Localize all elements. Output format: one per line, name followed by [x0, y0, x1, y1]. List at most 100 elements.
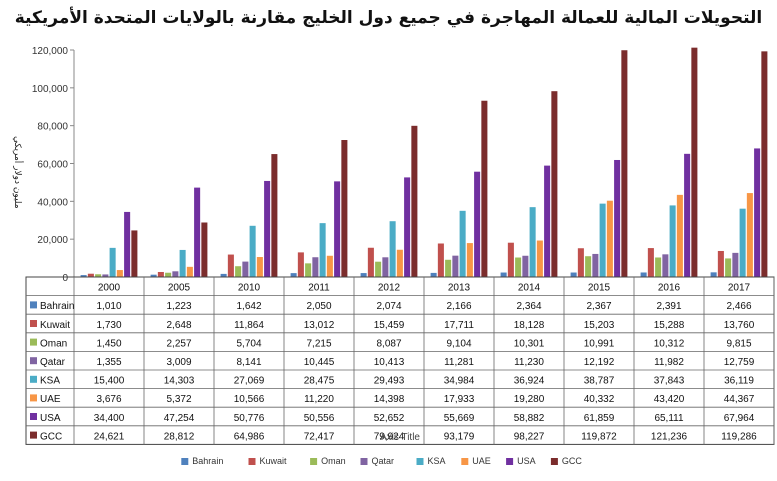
bar-uae-2012: [396, 249, 403, 277]
bar-oman-2010: [235, 266, 242, 277]
x-tick-label: 2000: [98, 283, 121, 294]
data-label: 1,450: [96, 338, 121, 349]
table-legend-swatch: [30, 431, 37, 439]
data-label: 8,141: [236, 357, 261, 368]
data-label: 2,367: [586, 301, 611, 312]
data-label: 2,391: [656, 301, 681, 312]
data-label: 11,982: [654, 357, 684, 368]
table-legend-swatch: [30, 301, 37, 309]
x-tick-label: 2013: [448, 283, 471, 294]
data-label: 2,466: [726, 301, 751, 312]
data-label: 65,111: [654, 413, 684, 424]
bar-bahrain-2015: [570, 272, 577, 277]
bar-qatar-2014: [522, 255, 529, 277]
bar-kuwait-2012: [367, 247, 374, 277]
data-label: 27,069: [234, 376, 265, 387]
bar-oman-2014: [515, 257, 522, 277]
data-label: 58,882: [514, 413, 545, 424]
bar-usa-2017: [754, 148, 761, 277]
bar-bahrain-2010: [220, 273, 227, 277]
bar-ksa-2011: [319, 223, 326, 277]
bar-bahrain-2012: [360, 273, 367, 277]
bar-qatar-2000: [102, 274, 109, 277]
bar-uae-2005: [186, 266, 193, 277]
bar-kuwait-2011: [297, 252, 304, 277]
y-tick-label: 120,000: [32, 46, 69, 57]
bar-usa-2012: [404, 177, 411, 277]
bar-bahrain-2017: [710, 272, 717, 277]
legend-swatch-oman: [310, 458, 318, 465]
data-label: 36,119: [724, 376, 754, 387]
bar-ksa-2012: [389, 221, 396, 277]
data-label: 13,012: [304, 320, 335, 331]
data-label: 12,192: [584, 357, 615, 368]
data-label: 14,303: [164, 376, 195, 387]
data-label: 1,642: [236, 301, 261, 312]
data-label: 119,286: [721, 431, 757, 442]
data-label: 14,398: [374, 394, 405, 405]
data-label: 67,964: [724, 413, 755, 424]
bar-bahrain-2016: [640, 272, 647, 277]
data-label: 10,991: [584, 338, 615, 349]
bar-gcc-2011: [341, 140, 348, 277]
bar-oman-2000: [95, 274, 102, 277]
data-label: 72,417: [304, 431, 335, 442]
bar-ksa-2014: [529, 207, 536, 277]
data-label: 61,859: [584, 413, 615, 424]
bar-uae-2016: [676, 194, 683, 277]
bar-bahrain-2005: [150, 274, 157, 277]
bar-uae-2000: [116, 270, 123, 277]
x-tick-label: 2005: [168, 283, 191, 294]
data-label: 3,009: [166, 357, 191, 368]
data-label: 15,288: [654, 320, 685, 331]
bar-usa-2011: [334, 181, 341, 277]
table-legend-swatch: [30, 338, 37, 346]
data-label: 52,652: [374, 413, 405, 424]
bar-kuwait-2013: [437, 243, 444, 277]
legend-label-oman: Oman: [321, 456, 346, 466]
table-legend-swatch: [30, 357, 37, 365]
legend-swatch-qatar: [360, 458, 368, 465]
bar-uae-2017: [746, 193, 753, 277]
data-label: 2,166: [446, 301, 471, 312]
bar-uae-2015: [606, 200, 613, 277]
y-tick-label: 60,000: [37, 160, 68, 171]
legend-swatch-gcc: [550, 458, 558, 465]
bar-gcc-2012: [411, 125, 418, 278]
x-tick-label: 2010: [238, 283, 261, 294]
legend-swatch-uae: [461, 458, 469, 465]
table-legend-swatch: [30, 394, 37, 402]
data-label: 50,556: [304, 413, 335, 424]
bar-usa-2000: [124, 211, 131, 277]
data-label: 7,215: [306, 338, 331, 349]
bar-kuwait-2014: [507, 242, 514, 277]
data-label: 2,050: [306, 301, 331, 312]
bar-ksa-2017: [739, 208, 746, 277]
y-tick-label: 80,000: [37, 122, 68, 133]
x-tick-label: 2012: [378, 283, 401, 294]
data-label: 11,220: [304, 394, 334, 405]
bar-ksa-2013: [459, 210, 466, 277]
data-label: 98,227: [514, 431, 545, 442]
data-label: 11,864: [234, 320, 264, 331]
bar-bahrain-2014: [500, 272, 507, 277]
bar-usa-2010: [264, 180, 271, 277]
x-tick-label: 2017: [728, 283, 751, 294]
data-label: 79,924: [374, 431, 405, 442]
legend-label-kuwait: Kuwait: [260, 456, 288, 466]
bar-ksa-2005: [179, 249, 186, 277]
y-axis-label: مليون دولار أمريكي: [12, 135, 22, 209]
legend-swatch-usa: [506, 458, 514, 465]
data-label: 36,924: [514, 376, 545, 387]
y-tick-label: 0: [62, 273, 68, 284]
table-legend-swatch: [30, 413, 37, 420]
bar-qatar-2017: [732, 252, 739, 277]
bar-qatar-2015: [592, 253, 599, 277]
data-label: 10,445: [304, 357, 335, 368]
bar-qatar-2013: [452, 255, 459, 277]
data-label: 8,087: [376, 338, 401, 349]
data-label: 11,230: [514, 357, 544, 368]
bar-bahrain-2011: [290, 273, 297, 277]
bar-qatar-2011: [312, 257, 319, 277]
data-label: 64,986: [234, 431, 265, 442]
